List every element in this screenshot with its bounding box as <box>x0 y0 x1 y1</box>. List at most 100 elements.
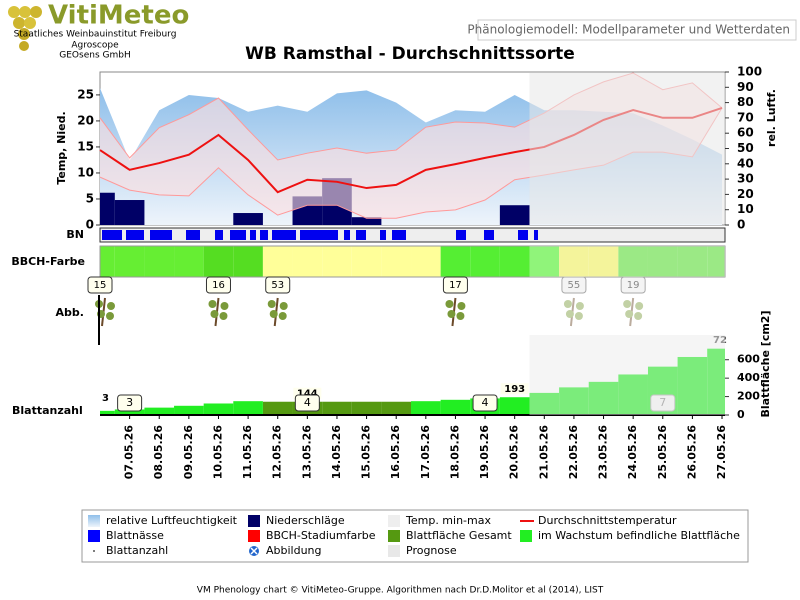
legend-label: BBCH-Stadiumfarbe <box>266 529 376 542</box>
bbch-cell <box>618 246 648 277</box>
stage-box <box>561 276 587 294</box>
vine-leaf <box>279 302 288 310</box>
y2-tick-label: 40 <box>737 156 754 170</box>
leaf-area-bar <box>144 407 175 415</box>
value-label: 144 <box>297 389 318 400</box>
leaf-area-bar <box>381 401 412 415</box>
bbch-cell <box>588 246 619 277</box>
leaf-area-bar <box>677 356 708 415</box>
leaf-count: 7 <box>659 396 666 409</box>
legend-swatch <box>248 515 260 527</box>
vine-leaf <box>575 302 584 310</box>
vine-leaf <box>457 302 466 310</box>
y2-tick-label: 20 <box>737 187 754 201</box>
vine-leaf <box>635 302 644 310</box>
leaf-area-bar <box>707 348 725 415</box>
leaf-area-bar <box>559 387 589 415</box>
leaf-area-bar <box>233 401 263 415</box>
legend-label: im Wachstum befindliche Blattfläche <box>538 529 740 542</box>
vine-leaf <box>106 312 114 320</box>
vine-leaf <box>563 300 572 308</box>
org-line: Agroscope <box>71 41 119 51</box>
forecast-overlay <box>529 335 725 415</box>
chart-title: WB Ramsthal - Durchschnittssorte <box>245 44 575 64</box>
y3-tick-label: 400 <box>737 371 760 384</box>
leaf-area-bar <box>440 399 471 415</box>
x-tick-label: 24.05.26 <box>626 425 639 480</box>
x-tick-label: 15.05.26 <box>360 425 373 480</box>
image-label: Abb. <box>56 306 84 319</box>
bbch-cell <box>114 246 145 277</box>
y2-tick-label: 0 <box>737 218 745 232</box>
x-tick-label: 10.05.26 <box>211 425 224 480</box>
x-tick-label: 19.05.26 <box>478 425 491 480</box>
y3-tick-label: 600 <box>737 353 760 366</box>
y-tick-label: 0 <box>86 218 94 232</box>
y3-tick-label: 200 <box>737 390 760 403</box>
bbch-label: BBCH-Farbe <box>11 255 85 268</box>
bbch-cell <box>440 246 471 277</box>
y-tick-label: 15 <box>77 139 94 153</box>
bbch-cell <box>529 246 560 277</box>
bbch-frame <box>99 245 726 278</box>
leaf-count: 4 <box>482 396 489 409</box>
stage-label: 17 <box>449 280 462 291</box>
y-tick-label: 5 <box>86 191 94 205</box>
legend-label: relative Luftfeuchtigkeit <box>106 514 238 527</box>
legend-swatch <box>388 530 400 542</box>
stage-label: 19 <box>627 280 640 291</box>
vine-leaf <box>447 310 456 318</box>
y2-axis-label: rel. Luftf. <box>765 89 778 147</box>
stage-label: 16 <box>212 280 225 291</box>
vine-image <box>445 297 466 327</box>
legend-swatch <box>388 515 400 527</box>
value-label: 193 <box>504 384 525 395</box>
y3-tick-label: 0 <box>737 408 745 421</box>
bn-wet <box>102 230 538 240</box>
vine-leaf <box>269 310 278 318</box>
vine-image <box>623 297 644 327</box>
bbch-cell <box>100 246 115 277</box>
leaf-count: 3 <box>102 393 109 404</box>
x-tick-label: 14.05.26 <box>330 425 343 480</box>
org-line: GEOsens GmbH <box>59 51 130 61</box>
bbch-cell <box>499 246 530 277</box>
annotation: 72 <box>713 335 727 346</box>
leaf-count-box <box>650 394 676 412</box>
vine-leaf <box>623 300 632 308</box>
vine-stem <box>629 297 635 327</box>
leaf-area-bar <box>100 410 115 415</box>
x-tick-label: 23.05.26 <box>597 425 610 480</box>
x-tick-label: 21.05.26 <box>537 425 550 480</box>
bbch-cell <box>233 246 263 277</box>
stage-box <box>87 276 113 294</box>
vine-leaf <box>625 310 634 318</box>
tab-label[interactable]: Phänologiemodell: Modellparameter und We… <box>467 23 790 37</box>
legend-label: Blattanzahl <box>106 544 168 557</box>
y-tick-label: 20 <box>77 113 94 127</box>
vine-leaf <box>445 300 454 308</box>
precip-bar <box>351 217 382 225</box>
legend-box <box>81 509 749 563</box>
y2-tick-label: 30 <box>737 172 754 186</box>
legend-swatch <box>88 530 100 542</box>
x-tick-label: 08.05.26 <box>152 425 165 480</box>
bbch-cell <box>203 246 234 277</box>
x-tick-label: 12.05.26 <box>271 425 284 480</box>
legend-label: Blattfläche Gesamt <box>406 529 512 542</box>
y2-tick-label: 80 <box>737 95 754 109</box>
stage-label: 15 <box>94 280 107 291</box>
leaf-count-box <box>472 394 498 412</box>
vine-image <box>563 297 584 327</box>
leaf-area-bar <box>203 403 234 415</box>
tab[interactable] <box>477 19 797 41</box>
x-tick-label: 18.05.26 <box>448 425 461 480</box>
legend-label: Durchschnittstemperatur <box>538 514 677 527</box>
leaf-label: Blattanzahl <box>12 404 83 417</box>
leaf-count-box <box>117 394 143 412</box>
precip-bar <box>499 205 530 225</box>
y2-tick-label: 60 <box>737 126 754 140</box>
logo-grapes <box>8 6 42 51</box>
leaf-count-box <box>294 394 320 412</box>
y2-tick-label: 50 <box>737 141 754 155</box>
